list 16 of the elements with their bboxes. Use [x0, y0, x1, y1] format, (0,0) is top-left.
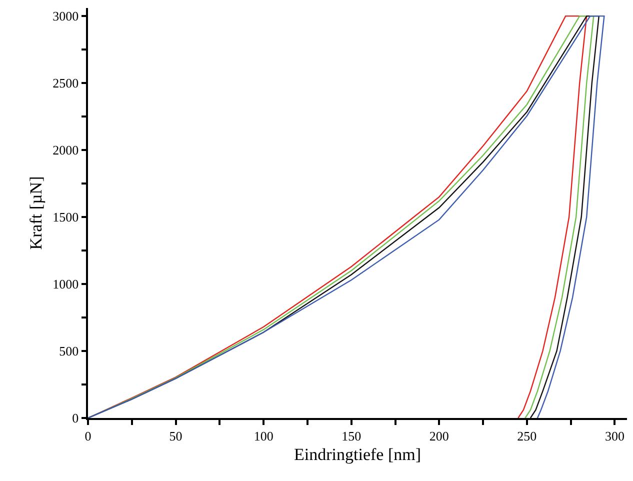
x-tick-label: 0: [84, 428, 92, 444]
x-tick-label: 150: [342, 428, 362, 444]
x-axis-title: Eindringtiefe [nm]: [294, 445, 421, 464]
x-tick-label: 100: [254, 428, 274, 444]
y-tick-label: 2000: [52, 142, 79, 158]
x-tick-label: 50: [169, 428, 182, 444]
y-tick-label: 0: [72, 410, 79, 426]
x-tick-label: 300: [604, 428, 624, 444]
x-tick-label: 250: [517, 428, 537, 444]
y-tick-label: 1500: [52, 210, 79, 225]
y-axis-title: Kraft [µN]: [26, 176, 46, 250]
y-tick-label: 500: [59, 344, 79, 359]
x-tick-label: 200: [429, 428, 449, 444]
y-tick-label: 2500: [52, 76, 79, 91]
y-tick-label: 1000: [52, 276, 79, 292]
y-tick-label: 3000: [52, 8, 79, 24]
